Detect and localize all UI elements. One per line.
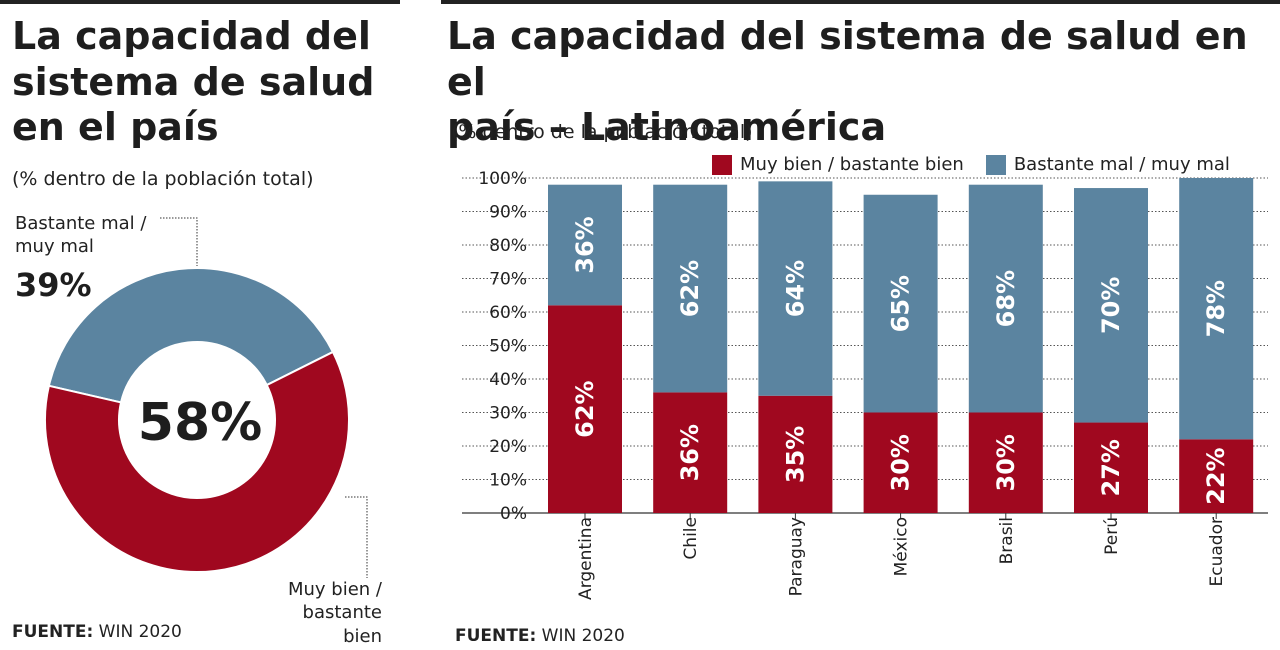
bar-segment-good <box>1074 422 1148 513</box>
donut-slices <box>44 267 350 573</box>
right-title-line1: La capacidad del sistema de salud en el <box>447 14 1248 104</box>
donut-label-bad: Bastante mal / muy mal <box>15 212 146 259</box>
x-tick-label: Argentina <box>576 517 596 600</box>
bar-x-ticks: Argentina Chile Paraguay México Brasil Perú Ec… <box>576 513 1227 600</box>
bar-segment-bad <box>653 184 728 393</box>
left-title-line2: sistema de salud <box>12 59 375 104</box>
donut-label-good-line1: Muy bien / <box>287 579 382 600</box>
bar-label-good: 62% <box>571 380 599 437</box>
y-tick-label: 90% <box>489 203 527 223</box>
bar-segment-good <box>653 392 728 513</box>
bar-label-good: 27% <box>1097 439 1125 496</box>
bar-label-good: 35% <box>781 426 809 483</box>
left-title-line1: La capacidad del <box>12 14 371 58</box>
bar-label-bad: 65% <box>887 275 915 332</box>
left-top-rule <box>0 0 400 4</box>
y-tick-label: 70% <box>489 270 527 290</box>
y-tick-label: 60% <box>489 303 527 323</box>
bar-bars: 62% 36% 36% 62% 35% 64% 30% 65% 30% 68% 27% 70% 22% 7… <box>548 178 1254 513</box>
right-source: FUENTE: WIN 2020 <box>455 626 625 646</box>
y-tick-label: 100% <box>478 169 527 189</box>
y-tick-label: 50% <box>489 337 527 357</box>
bar-segment-good <box>1179 439 1254 513</box>
left-source-label: FUENTE: <box>12 622 94 642</box>
donut-chart: 58% <box>44 217 368 578</box>
right-source-label: FUENTE: <box>455 626 537 646</box>
bar-segment-bad <box>548 184 622 306</box>
bar-segment-bad <box>758 181 833 396</box>
chart-legend: Muy bien / bastante bien Bastante mal / … <box>712 154 1230 175</box>
bar-label-good: 30% <box>992 434 1020 491</box>
x-tick-label: Chile <box>681 517 701 560</box>
bar-label-bad: 62% <box>676 260 704 317</box>
bar-label-good: 22% <box>1202 447 1230 504</box>
bar-segment-bad <box>968 184 1043 413</box>
bar-segment-bad <box>863 194 938 413</box>
bar-label-good: 30% <box>887 434 915 491</box>
legend-label-good: Muy bien / bastante bien <box>740 154 964 175</box>
left-title-line3: en el país <box>12 105 219 150</box>
left-subtitle: (% dentro de la población total) <box>12 168 314 190</box>
donut-label-good-line2: bastante bien <box>302 602 382 647</box>
right-title: La capacidad del sistema de salud en el … <box>447 14 1280 151</box>
left-title: La capacidad del sistema de salud en el … <box>12 14 374 151</box>
legend-swatch-bad <box>985 154 1006 175</box>
y-tick-label: 0% <box>500 504 527 524</box>
right-title-line2: país – Latinoamérica <box>447 105 887 150</box>
x-tick-label: Paraguay <box>786 517 806 596</box>
x-tick-label: Perú <box>1102 517 1122 555</box>
bar-segment-bad <box>1179 178 1254 440</box>
y-tick-label: 30% <box>489 404 527 424</box>
donut-center-pct: 58% <box>138 393 262 453</box>
y-tick-label: 10% <box>489 471 527 491</box>
leader-line-bad <box>160 217 198 266</box>
bar-label-bad: 70% <box>1097 277 1125 334</box>
bar-label-good: 36% <box>676 424 704 481</box>
bar-y-ticks: 0% 10% 20% 30% 40% 50% 60% 70% 80% 90% 100% <box>478 169 527 524</box>
bar-segment-bad <box>1074 188 1148 423</box>
leader-line-good <box>345 496 368 578</box>
x-tick-label: México <box>892 517 912 576</box>
donut-label-bad-line1: Bastante mal / <box>15 213 147 234</box>
donut-slice-good <box>44 350 350 573</box>
right-source-text: WIN 2020 <box>536 626 625 646</box>
legend-swatch-good <box>712 154 732 175</box>
x-tick-label: Ecuador <box>1207 517 1227 586</box>
right-subtitle: (% dentro de la población total) <box>451 121 753 143</box>
bar-segment-good <box>758 395 833 513</box>
bar-segment-good <box>863 412 938 513</box>
x-tick-label: Brasil <box>997 517 1017 564</box>
donut-pct-bad: 39% <box>15 266 92 304</box>
left-source-text: WIN 2020 <box>93 622 182 642</box>
y-tick-label: 80% <box>489 236 527 256</box>
donut-slice-bad <box>47 267 335 404</box>
legend-label-bad: Bastante mal / muy mal <box>1013 154 1230 175</box>
bar-label-bad: 36% <box>571 216 599 273</box>
bar-label-bad: 78% <box>1202 280 1230 337</box>
right-top-rule <box>441 0 1280 4</box>
y-tick-label: 20% <box>489 437 527 457</box>
bar-segment-good <box>968 412 1043 513</box>
y-tick-label: 40% <box>489 370 527 390</box>
donut-label-bad-line2: muy mal <box>15 236 94 258</box>
bar-segment-good <box>548 305 622 513</box>
donut-label-good: Muy bien / bastante bien <box>258 578 382 648</box>
bar-label-bad: 64% <box>781 260 809 317</box>
bar-label-bad: 68% <box>992 270 1020 327</box>
left-source: FUENTE: WIN 2020 <box>12 622 182 642</box>
